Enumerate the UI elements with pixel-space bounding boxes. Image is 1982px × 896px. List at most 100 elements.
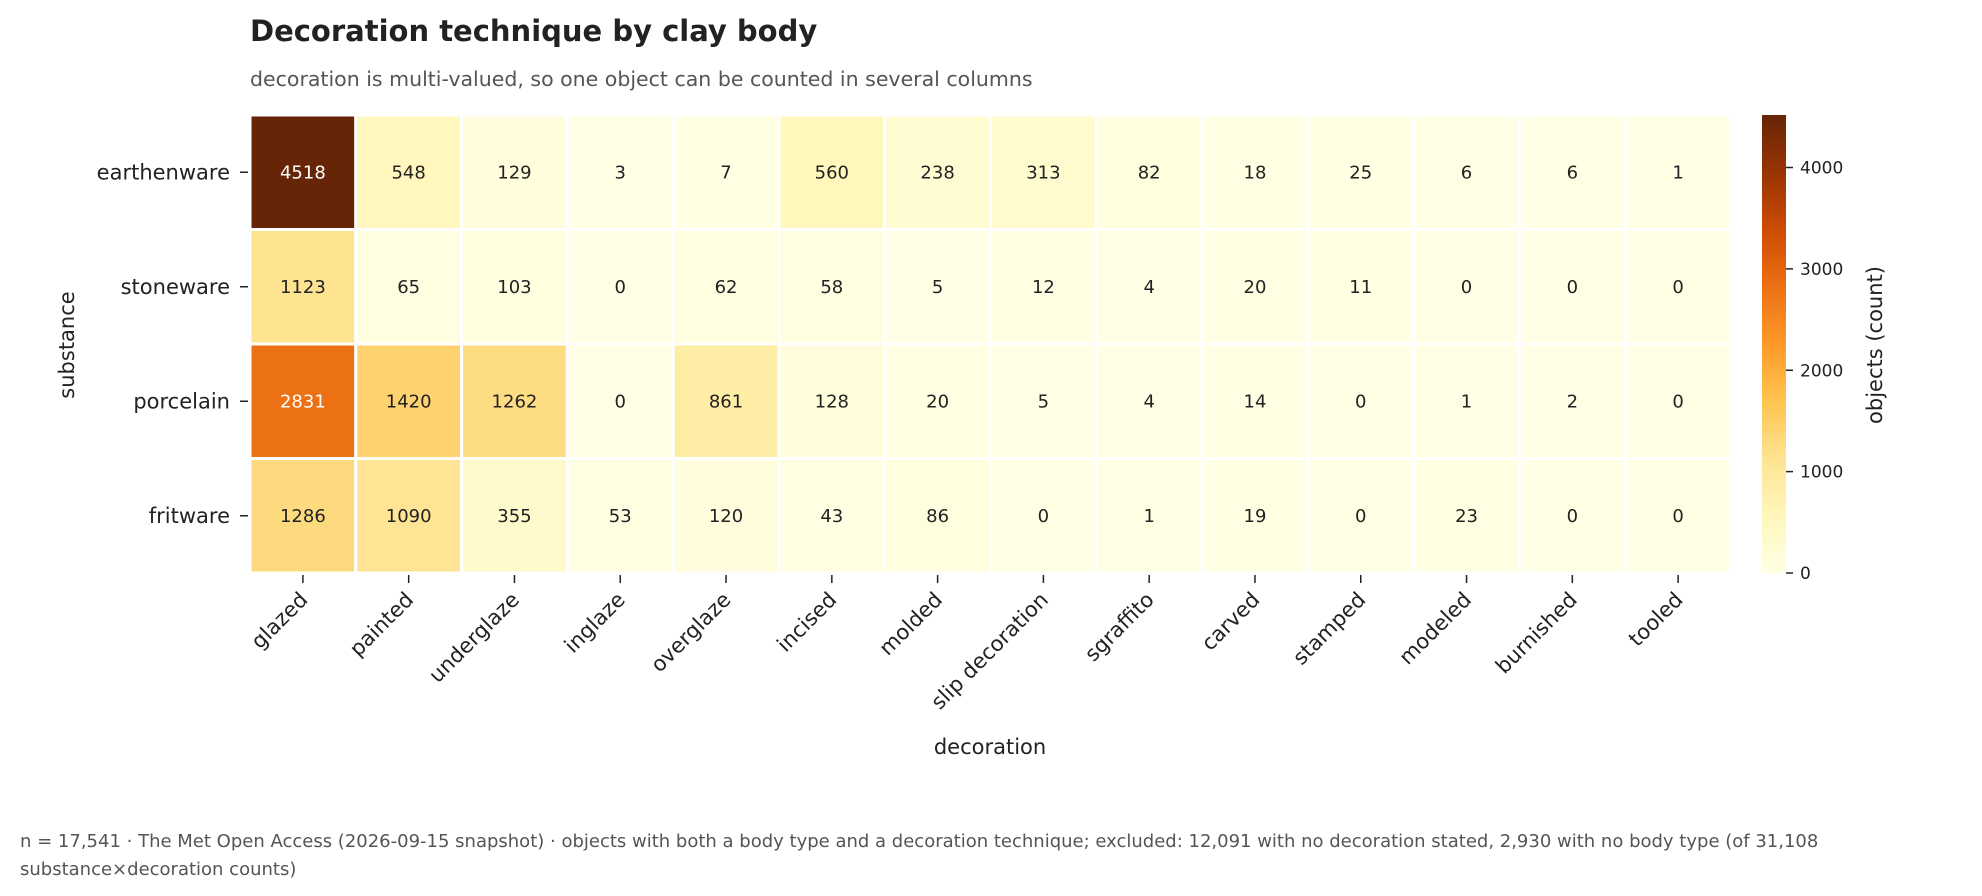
heatmap-cell	[883, 113, 993, 231]
heatmap-cell	[460, 342, 569, 460]
footnote: n = 17,541 · The Met Open Access (2026-0…	[20, 831, 1819, 880]
cell-value-label: 313	[1026, 162, 1060, 183]
x-tick-label: underglaze	[424, 588, 524, 688]
x-axis: glazed painted underglaze inglaze overglaze i…	[246, 575, 1688, 715]
cell-value-label: 4	[1143, 391, 1154, 412]
cell-value-label: 20	[926, 391, 949, 412]
heatmap-cell	[460, 457, 569, 575]
cell-value-label: 861	[709, 391, 743, 412]
cell-value-label: 0	[615, 391, 626, 412]
heatmap-cell	[1623, 228, 1733, 346]
colorbar-title: objects (count)	[1863, 266, 1887, 424]
cell-value-label: 43	[820, 506, 843, 527]
cell-value-label: 11	[1349, 277, 1372, 298]
cell-value-label: 4518	[280, 162, 326, 183]
heatmap-cell	[1517, 342, 1627, 460]
cell-value-label: 0	[1461, 277, 1472, 298]
heatmap-cell	[1094, 228, 1204, 346]
cell-value-label: 23	[1455, 506, 1478, 527]
x-tick-label: carved	[1197, 588, 1265, 656]
heatmap-cell	[565, 228, 675, 346]
x-tick-label: incised	[772, 588, 841, 657]
heatmap-cell	[989, 457, 1098, 575]
cell-value-label: 1	[1672, 162, 1683, 183]
cell-value-label: 238	[920, 162, 954, 183]
x-tick-label: tooled	[1624, 588, 1688, 652]
heatmap-cell	[777, 113, 887, 231]
cell-value-label: 7	[720, 162, 731, 183]
cell-value-label: 0	[1038, 506, 1049, 527]
heatmap-cell	[1094, 342, 1204, 460]
heatmap-cell	[1306, 457, 1416, 575]
cell-value-label: 3	[615, 162, 626, 183]
y-tick-label: earthenware	[97, 160, 230, 184]
colorbar-gradient	[1762, 115, 1786, 573]
cell-value-label: 355	[497, 506, 531, 527]
y-axis: earthenware stoneware porcelain fritware	[97, 160, 248, 528]
heatmap-cell	[1517, 457, 1627, 575]
cell-value-label: 12	[1032, 277, 1055, 298]
cell-value-label: 5	[932, 277, 943, 298]
x-tick-label: sgraffito	[1080, 588, 1159, 667]
cell-value-label: 5	[1038, 391, 1049, 412]
cell-value-label: 1123	[280, 277, 326, 298]
cell-value-label: 0	[1355, 391, 1366, 412]
heatmap-cell	[671, 457, 781, 575]
cell-value-label: 1	[1143, 506, 1154, 527]
x-tick-label: glazed	[246, 588, 312, 654]
colorbar-tick-label: 4000	[1800, 159, 1843, 179]
cell-value-label: 20	[1244, 277, 1267, 298]
x-tick-label: slip decoration	[926, 588, 1053, 715]
x-tick-label: burnished	[1491, 588, 1582, 679]
heatmap-cell	[565, 342, 675, 460]
cell-value-label: 82	[1138, 162, 1161, 183]
chart-subtitle: decoration is multi-valued, so one objec…	[250, 67, 1033, 91]
cell-value-label: 0	[615, 277, 626, 298]
heatmap-cell	[883, 457, 993, 575]
heatmap-cell	[1517, 228, 1627, 346]
y-tick-label: fritware	[149, 504, 230, 528]
cell-value-label: 65	[397, 277, 420, 298]
heatmap-cell	[248, 457, 358, 575]
cell-value-label: 0	[1355, 506, 1366, 527]
heatmap-cell	[1412, 457, 1521, 575]
heatmap-cell	[1200, 228, 1310, 346]
cell-value-label: 62	[715, 277, 738, 298]
cell-value-label: 25	[1349, 162, 1372, 183]
x-tick-label: molded	[874, 588, 947, 661]
heatmap-cell	[1623, 342, 1733, 460]
colorbar-tick-label: 0	[1800, 564, 1811, 584]
cell-value-label: 1262	[492, 391, 538, 412]
heatmap-cell	[460, 228, 569, 346]
cell-value-label: 129	[497, 162, 531, 183]
cell-value-label: 0	[1672, 506, 1683, 527]
heatmap-cell	[989, 113, 1098, 231]
x-tick-label: modeled	[1394, 588, 1476, 670]
colorbar-tick-label: 1000	[1800, 463, 1843, 483]
heatmap-cell	[671, 342, 781, 460]
cell-value-label: 6	[1567, 162, 1578, 183]
cell-value-label: 18	[1244, 162, 1267, 183]
x-tick-label: painted	[345, 588, 418, 661]
cell-value-label: 0	[1672, 391, 1683, 412]
x-tick-label: stamped	[1288, 588, 1370, 670]
heatmap-cell	[1623, 457, 1733, 575]
heatmap-cell	[1623, 113, 1733, 231]
cell-value-label: 128	[815, 391, 849, 412]
cell-value-label: 1420	[386, 391, 432, 412]
x-axis-title: decoration	[934, 735, 1046, 759]
y-tick-label: stoneware	[121, 275, 230, 299]
cell-value-label: 19	[1244, 506, 1267, 527]
x-tick-label: inglaze	[560, 588, 630, 658]
cell-value-label: 103	[497, 277, 531, 298]
cell-value-label: 548	[391, 162, 425, 183]
heatmap-cell	[1412, 228, 1521, 346]
cell-value-label: 6	[1461, 162, 1472, 183]
heatmap-cell	[1200, 342, 1310, 460]
heatmap-cell	[883, 342, 993, 460]
heatmap-cell	[1517, 113, 1627, 231]
cell-value-label: 0	[1567, 277, 1578, 298]
y-tick-label: porcelain	[133, 389, 230, 413]
